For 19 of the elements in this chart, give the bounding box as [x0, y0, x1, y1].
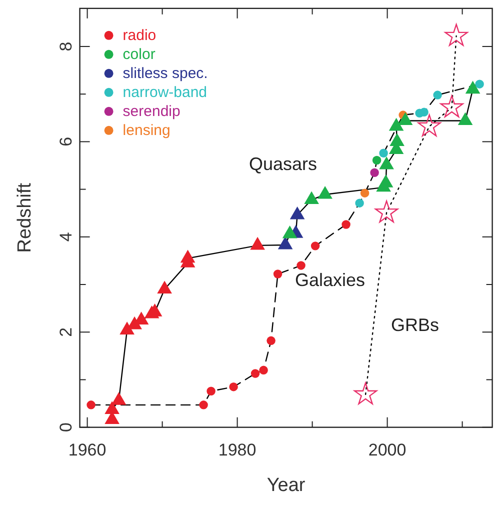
legend-label: serendip	[122, 102, 180, 120]
x-tick-label: 1980	[218, 440, 256, 460]
legend-label: narrow-band	[122, 84, 208, 101]
x-tick-label: 1960	[68, 440, 106, 460]
annotation: Galaxies	[294, 270, 366, 290]
y-tick-label: 8	[56, 42, 76, 52]
legend-label: lensing	[122, 122, 170, 139]
legend-label: color	[122, 46, 156, 63]
y-tick-label: 2	[56, 327, 76, 337]
y-tick-label: 4	[56, 232, 76, 242]
annotation: GRBs	[390, 315, 440, 335]
x-axis-title: Year	[266, 475, 306, 496]
y-tick-label: 6	[56, 136, 76, 146]
y-tick-label: 0	[56, 422, 76, 432]
x-tick-label: 2000	[368, 440, 406, 460]
annotation: Quasars	[248, 154, 318, 174]
legend-label: slitless spec.	[122, 64, 208, 82]
legend-label: radio	[122, 26, 156, 44]
y-axis-title: Redshift	[14, 182, 36, 253]
